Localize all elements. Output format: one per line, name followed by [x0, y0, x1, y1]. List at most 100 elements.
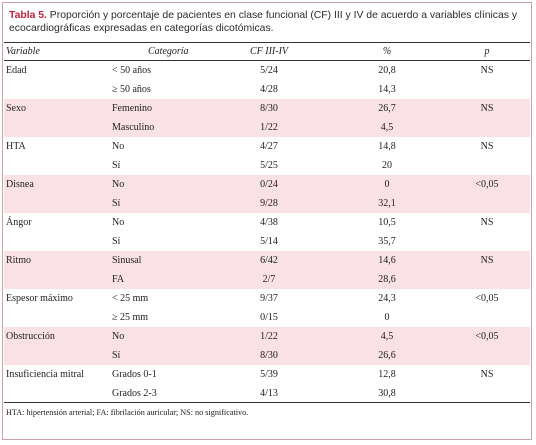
cell-cf: 4/38	[260, 217, 278, 228]
cell-categoria: Masculino	[112, 122, 155, 133]
cell-p: NS	[480, 141, 494, 152]
cell-pct: 35,7	[378, 236, 396, 247]
table-row: Disnea No 0/24 0 <0,05	[4, 175, 530, 194]
cell-categoria: No	[112, 217, 125, 228]
cell-pct: 14,3	[378, 84, 396, 95]
cell-cf: 4/27	[260, 141, 278, 152]
cell-pct: 20	[382, 160, 392, 171]
cell-cf: 4/13	[260, 388, 278, 399]
cell-pct: 14,6	[378, 255, 396, 266]
cell-pct: 32,1	[378, 198, 396, 209]
cell-cf: 5/25	[260, 160, 278, 171]
table-row: ≥ 25 mm 0/15 0	[4, 308, 530, 327]
cell-p: NS	[480, 103, 494, 114]
table-row: Obstrucción No 1/22 4,5 <0,05	[4, 327, 530, 346]
cell-cf: 8/30	[260, 103, 278, 114]
table-top-rule	[4, 42, 530, 43]
cell-cf: 5/24	[260, 65, 278, 76]
cell-cf: 9/37	[260, 293, 278, 304]
cell-categoria: Femenino	[112, 103, 152, 114]
cell-categoria: < 25 mm	[112, 293, 149, 304]
table-caption: Tabla 5. Proporción y porcentaje de paci…	[9, 9, 531, 35]
table-row: Ángor No 4/38 10,5 NS	[4, 213, 530, 232]
header-variable: Variable	[6, 46, 40, 57]
cell-cf: 0/24	[260, 179, 278, 190]
table-row: FA 2/7 28,6	[4, 270, 530, 289]
table-row: Ritmo Sinusal 6/42 14,6 NS	[4, 251, 530, 270]
cell-pct: 12,8	[378, 369, 396, 380]
cell-pct: 0	[384, 179, 390, 190]
cell-variable: Insuficiencia mitral	[6, 369, 85, 380]
cell-cf: 4/28	[260, 84, 278, 95]
cell-variable: HTA	[6, 141, 26, 152]
table-row: HTA No 4/27 14,8 NS	[4, 137, 530, 156]
cell-pct: 20,8	[378, 65, 396, 76]
cell-variable: Espesor máximo	[6, 293, 73, 304]
cell-variable: Disnea	[6, 179, 34, 190]
cell-p: NS	[480, 255, 494, 266]
cell-categoria: Grados 2-3	[112, 388, 157, 399]
table-row: ≥ 50 años 4/28 14,3	[4, 80, 530, 99]
table-row: Espesor máximo < 25 mm 9/37 24,3 <0,05	[4, 289, 530, 308]
cell-variable: Ángor	[6, 217, 32, 228]
cell-categoria: Sinusal	[112, 255, 142, 266]
cell-p: <0,05	[475, 179, 499, 190]
table-header-rule	[4, 60, 530, 61]
cell-categoria: Sí	[112, 350, 121, 361]
cell-categoria: FA	[112, 274, 125, 285]
cell-variable: Ritmo	[6, 255, 32, 266]
cell-cf: 0/15	[260, 312, 278, 323]
header-categoria: Categoría	[148, 46, 189, 57]
table-frame: Tabla 5. Proporción y porcentaje de paci…	[2, 2, 532, 440]
cell-p: <0,05	[475, 293, 499, 304]
table-row: Sí 8/30 26,6	[4, 346, 530, 365]
cell-pct: 24,3	[378, 293, 396, 304]
cell-variable: Obstrucción	[6, 331, 55, 342]
cell-categoria: ≥ 25 mm	[112, 312, 149, 323]
cell-categoria: Sí	[112, 198, 121, 209]
cell-pct: 4,5	[380, 331, 394, 342]
cell-p: <0,05	[475, 331, 499, 342]
table-footnote: HTA: hipertensión arterial; FA: fibrilac…	[6, 408, 249, 417]
table-row: Masculino 1/22 4,5	[4, 118, 530, 137]
cell-cf: 5/39	[260, 369, 278, 380]
table-caption-text: Proporción y porcentaje de pacientes en …	[9, 10, 518, 34]
cell-cf: 5/14	[260, 236, 278, 247]
cell-variable: Edad	[6, 65, 27, 76]
cell-pct: 10,5	[378, 217, 396, 228]
cell-p: NS	[480, 65, 494, 76]
table-body: Edad < 50 años 5/24 20,8 NS ≥ 50 años 4/28 14,3…	[4, 61, 530, 403]
header-cf: CF III-IV	[249, 46, 289, 57]
table-row: Sí 9/28 32,1	[4, 194, 530, 213]
cell-categoria: Sí	[112, 236, 121, 247]
table-row: Sí 5/14 35,7	[4, 232, 530, 251]
table-row: Grados 2-3 4/13 30,8	[4, 384, 530, 403]
cell-p: NS	[480, 369, 494, 380]
table-row: Sí 5/25 20	[4, 156, 530, 175]
cell-pct: 26,7	[378, 103, 396, 114]
cell-cf: 9/28	[260, 198, 278, 209]
cell-categoria: No	[112, 331, 125, 342]
cell-variable: Sexo	[6, 103, 26, 114]
table-row: Sexo Femenino 8/30 26,7 NS	[4, 99, 530, 118]
cell-p: NS	[480, 217, 494, 228]
table-row: Edad < 50 años 5/24 20,8 NS	[4, 61, 530, 80]
cell-cf: 2/7	[262, 274, 276, 285]
cell-categoria: No	[112, 141, 125, 152]
cell-cf: 1/22	[260, 122, 278, 133]
cell-categoria: ≥ 50 años	[112, 84, 151, 95]
cell-categoria: No	[112, 179, 125, 190]
header-pct: %	[382, 46, 392, 57]
cell-categoria: < 50 años	[112, 65, 151, 76]
cell-pct: 26,6	[378, 350, 396, 361]
cell-pct: 0	[384, 312, 390, 323]
table-bottom-rule	[4, 402, 530, 403]
cell-cf: 6/42	[260, 255, 278, 266]
table-row: Insuficiencia mitral Grados 0-1 5/39 12,8 NS	[4, 365, 530, 384]
header-p: p	[484, 46, 490, 57]
table-caption-label: Tabla 5.	[9, 10, 47, 21]
cell-categoria: Grados 0-1	[112, 369, 157, 380]
cell-pct: 28,6	[378, 274, 396, 285]
cell-categoria: Sí	[112, 160, 121, 171]
cell-cf: 1/22	[260, 331, 278, 342]
